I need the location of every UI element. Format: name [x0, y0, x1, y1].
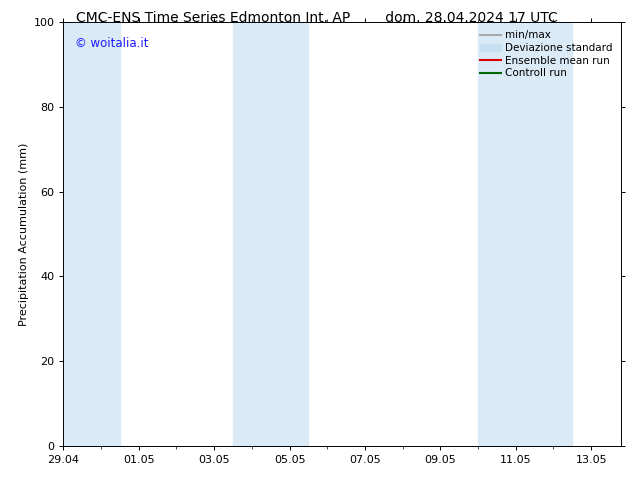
Y-axis label: Precipitation Accumulation (mm): Precipitation Accumulation (mm): [19, 142, 29, 326]
Legend: min/max, Deviazione standard, Ensemble mean run, Controll run: min/max, Deviazione standard, Ensemble m…: [477, 27, 616, 81]
Bar: [478, 22, 573, 446]
Text: CMC-ENS Time Series Edmonton Int. AP        dom. 28.04.2024 17 UTC: CMC-ENS Time Series Edmonton Int. AP dom…: [76, 11, 558, 25]
Bar: [233, 22, 308, 446]
Text: © woitalia.it: © woitalia.it: [75, 37, 148, 50]
Bar: [63, 22, 120, 446]
